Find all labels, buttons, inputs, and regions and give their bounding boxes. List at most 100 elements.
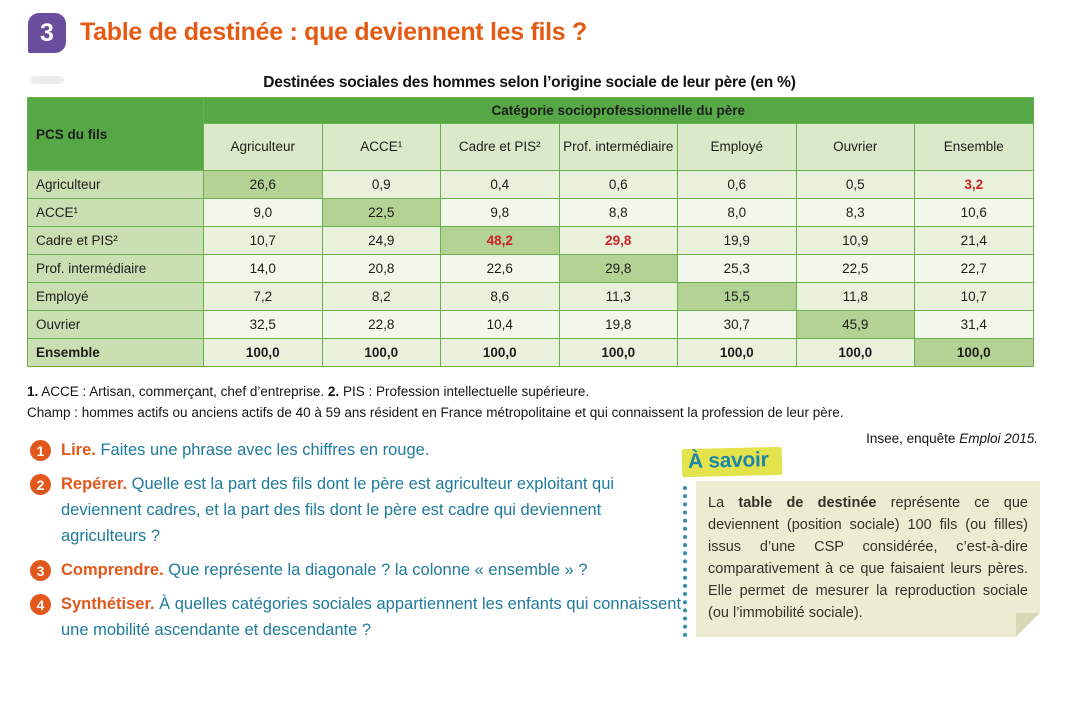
table-cell: 3,2 [914,170,1034,199]
source-caption: Insee, enquête Emploi 2015. [682,431,1038,446]
question-verb: Comprendre. [61,561,164,579]
table-title: Destinées sociales des hommes selon l’or… [263,74,796,91]
table-cell: 22,5 [321,198,441,227]
table-cell: 100,0 [558,338,678,367]
table-cell: 32,5 [203,310,323,339]
row-label: Prof. intermédiaire [27,254,204,283]
footnote-definitions: 1. ACCE : Artisan, commerçant, chef d’en… [27,381,1037,402]
table-cell: 26,6 [203,170,323,199]
question-1: 1 Lire. Faites une phrase avec les chiff… [30,437,690,463]
table-cell: 22,5 [795,254,915,283]
table-cell: 100,0 [203,338,323,367]
table-cell: 19,8 [558,310,678,339]
table-cell: 100,0 [795,338,915,367]
row-label: Cadre et PIS² [27,226,204,255]
question-text: Comprendre. Que représente la diagonale … [61,557,588,583]
table-cell: 19,9 [677,226,797,255]
column-header: Agriculteur [203,123,323,171]
table-cell: 22,6 [440,254,560,283]
table-row-total: Ensemble 100,0 100,0 100,0 100,0 100,0 1… [27,338,1034,367]
row-label: Employé [27,282,204,311]
table-cell: 30,7 [677,310,797,339]
table-cell: 9,0 [203,198,323,227]
a-savoir-title: À savoir [681,446,783,478]
table-row: Prof. intermédiaire 14,0 20,8 22,6 29,8 … [27,254,1034,283]
table-cell: 29,8 [558,254,678,283]
footnote-2-text: PIS : Profession intellectuelle supérieu… [342,384,590,399]
table-cell: 10,7 [203,226,323,255]
table-cell: 100,0 [440,338,560,367]
table-cell: 22,7 [914,254,1034,283]
question-text: Repérer. Quelle est la part des fils don… [61,471,690,549]
table-cell: 48,2 [440,226,560,255]
question-number-icon: 2 [30,474,51,495]
table-cell: 100,0 [914,338,1034,367]
note-text-rest: représente ce que deviennent (position s… [708,495,1028,621]
row-label: Agriculteur [27,170,204,199]
table-cell: 8,6 [440,282,560,311]
table-cell: 21,4 [914,226,1034,255]
table-cell: 10,9 [795,226,915,255]
table-cell: 29,8 [558,226,678,255]
table-cell: 0,6 [677,170,797,199]
question-body: Quelle est la part des fils dont le père… [61,475,615,545]
question-text: Synthétiser. À quelles catégories social… [61,591,690,643]
table-cell: 100,0 [677,338,797,367]
table-row: ACCE¹ 9,0 22,5 9,8 8,8 8,0 8,3 10,6 [27,198,1034,227]
destiny-table: PCS du fils Catégorie socioprofessionnel… [27,97,1034,367]
table-cell: 100,0 [321,338,441,367]
footnotes: 1. ACCE : Artisan, commerçant, chef d’en… [27,381,1037,423]
page-title: Table de destinée : que deviennent les f… [80,18,587,46]
question-body: Que représente la diagonale ? la colonne… [168,561,588,579]
table-cell: 31,4 [914,310,1034,339]
question-body: Faites une phrase avec les chiffres en r… [100,441,430,459]
table-cell: 8,2 [321,282,441,311]
question-2: 2 Repérer. Quelle est la part des fils d… [30,471,690,549]
source-survey-name: Emploi 2015. [959,431,1038,446]
table-cell: 7,2 [203,282,323,311]
table-cell: 20,8 [321,254,441,283]
question-verb: Synthétiser. [61,595,155,613]
column-header: Cadre et PIS² [440,123,560,171]
row-label: Ensemble [27,338,204,367]
footnote-1-text: ACCE : Artisan, commerçant, chef d’entre… [41,384,325,399]
column-header: ACCE¹ [321,123,441,171]
table-row: Employé 7,2 8,2 8,6 11,3 15,5 11,8 10,7 [27,282,1034,311]
note-text-lead: La [708,495,739,511]
table-cell: 11,3 [558,282,678,311]
footnote-2-number: 2. [327,384,340,399]
question-4: 4 Synthétiser. À quelles catégories soci… [30,591,690,643]
table-cell: 14,0 [203,254,323,283]
questions-list: 1 Lire. Faites une phrase avec les chiff… [30,437,690,643]
table-cell: 10,7 [914,282,1034,311]
table-cell: 0,4 [440,170,560,199]
footnote-1-number: 1. [27,384,39,399]
table-cell: 9,8 [440,198,560,227]
question-number-icon: 3 [30,560,51,581]
question-text: Lire. Faites une phrase avec les chiffre… [61,437,429,463]
source-prefix: Insee, enquête [866,431,960,446]
table-row: Cadre et PIS² 10,7 24,9 48,2 29,8 19,9 1… [27,226,1034,255]
table-cell: 25,3 [677,254,797,283]
table-cell: 0,5 [795,170,915,199]
column-header: Employé [677,123,797,171]
table-corner-header: PCS du fils [27,97,204,171]
table-row: Agriculteur 26,6 0,9 0,4 0,6 0,6 0,5 3,2 [27,170,1034,199]
table-cell: 45,9 [795,310,915,339]
badge-shadow-mark [31,76,64,84]
question-number-icon: 1 [30,440,51,461]
note-text-bold-term: table de destinée [738,495,877,511]
question-body: À quelles catégories sociales appartienn… [61,595,682,639]
table-cell: 10,6 [914,198,1034,227]
a-savoir-box: À savoir La table de destinée représente… [681,446,1040,637]
table-row: Ouvrier 32,5 22,8 10,4 19,8 30,7 45,9 31… [27,310,1034,339]
column-header: Ouvrier [795,123,915,171]
table-cell: 24,9 [321,226,441,255]
table-cell: 8,0 [677,198,797,227]
footnote-champ: Champ : hommes actifs ou anciens actifs … [27,405,844,420]
question-3: 3 Comprendre. Que représente la diagonal… [30,557,690,583]
table-cell: 0,9 [321,170,441,199]
question-verb: Lire. [61,441,96,459]
section-number-badge: 3 [28,13,66,53]
